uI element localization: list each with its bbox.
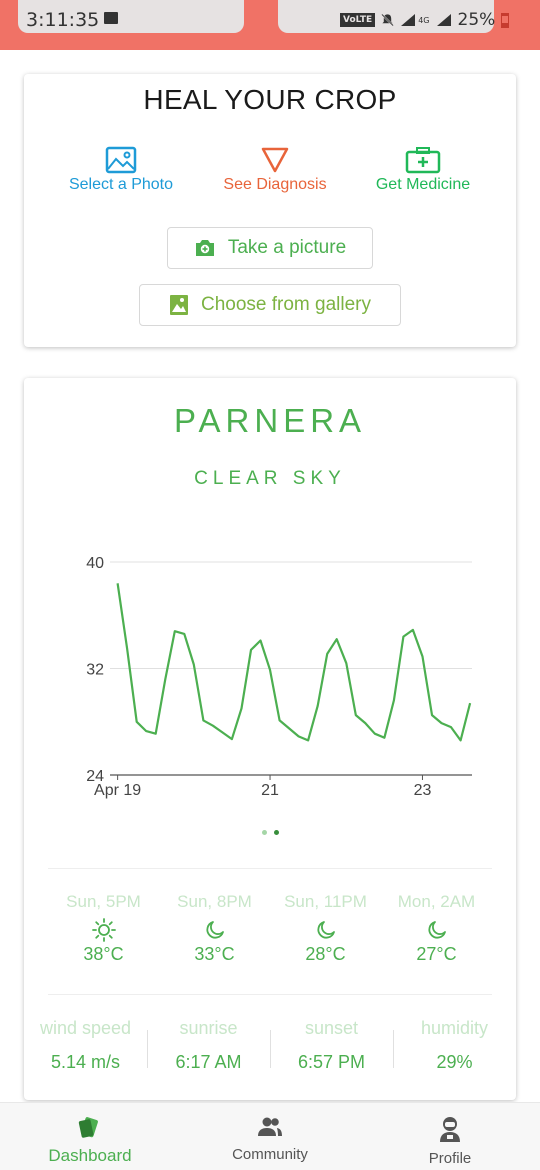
stat-humidity: humidity 29% — [393, 1018, 516, 1073]
nav-label: Community — [232, 1146, 308, 1163]
moon-icon — [316, 921, 335, 939]
community-icon — [258, 1117, 282, 1136]
status-indicators: VoLTE 4G 25% — [340, 10, 510, 30]
forecast-time: Sun, 5PM — [66, 892, 141, 911]
stat-label: wind speed — [39, 1018, 132, 1038]
temperature-series-line — [116, 583, 472, 742]
signal-icon — [401, 14, 416, 26]
forecast-temp: 28°C — [305, 944, 346, 964]
bottom-navigation: Dashboard Community Profile — [0, 1102, 540, 1170]
forecast-time: Mon, 2AM — [397, 892, 476, 911]
step-see-diagnosis: See Diagnosis — [200, 146, 350, 194]
gallery-notification-icon — [104, 12, 118, 24]
nav-profile[interactable]: Profile — [360, 1103, 540, 1170]
triangle-down-icon — [261, 147, 289, 173]
divider — [48, 994, 492, 995]
forecast-temp: 33°C — [194, 944, 235, 964]
chart-pager[interactable] — [24, 830, 516, 835]
medicine-kit-icon — [405, 147, 441, 174]
y-tick-label: 24 — [86, 768, 104, 785]
battery-icon — [501, 12, 510, 28]
moon-icon — [205, 921, 224, 939]
stat-wind-speed: wind speed 5.14 m/s — [24, 1018, 147, 1073]
divider — [48, 868, 492, 869]
signal-type: 4G — [418, 15, 430, 25]
weather-place: PARNERA — [173, 402, 367, 439]
stat-value: 6:17 AM — [175, 1052, 242, 1072]
x-tick-label: Apr 19 — [94, 782, 141, 799]
gallery-icon — [169, 295, 188, 315]
stat-value: 6:57 PM — [297, 1052, 366, 1072]
stat-value: 5.14 m/s — [50, 1052, 121, 1072]
forecast-time: Sun, 8PM — [177, 892, 252, 911]
nav-dashboard[interactable]: Dashboard — [0, 1103, 180, 1170]
heal-title: HEAL YOUR CROP — [143, 84, 397, 115]
moon-icon — [427, 921, 446, 939]
profile-icon — [440, 1117, 460, 1142]
take-picture-button[interactable]: Take a picture — [167, 227, 373, 269]
step-get-medicine: Get Medicine — [348, 146, 498, 194]
stat-label: sunrise — [179, 1018, 238, 1038]
pager-dot-active[interactable] — [273, 830, 279, 835]
x-tick-label: 23 — [414, 782, 432, 799]
stat-label: humidity — [420, 1018, 489, 1038]
image-icon — [105, 146, 137, 174]
forecast-item: Sun, 11PM 28°C — [270, 892, 381, 965]
weather-condition: CLEAR SKY — [194, 468, 346, 489]
x-tick-label: 21 — [261, 782, 279, 799]
forecast-row: Sun, 5PM 38°C Sun, 8PM — [48, 892, 492, 965]
sun-icon — [91, 918, 116, 942]
y-tick-label: 40 — [86, 555, 104, 572]
nav-label: Dashboard — [48, 1146, 132, 1165]
choose-gallery-label: Choose from gallery — [200, 294, 372, 315]
dashboard-icon — [78, 1117, 98, 1138]
forecast-temp: 27°C — [416, 944, 457, 964]
temperature-chart: 24 32 40 Apr 19 21 23 — [86, 555, 472, 799]
take-picture-label: Take a picture — [227, 237, 347, 258]
pager-dot[interactable] — [261, 830, 267, 835]
weather-stats: wind speed 5.14 m/s sunrise 6:17 AM suns… — [24, 1018, 516, 1073]
stat-value: 29% — [436, 1052, 473, 1072]
weather-card: PARNERA CLEAR SKY 24 32 40 Apr 19 21 23 Sun, … — [24, 378, 516, 1100]
nav-label: Profile — [428, 1150, 472, 1167]
forecast-item: Mon, 2AM 27°C — [381, 892, 492, 965]
camera-icon — [195, 240, 214, 256]
volte-badge: VoLTE — [340, 13, 376, 27]
choose-gallery-button[interactable]: Choose from gallery — [139, 284, 401, 326]
signal-4g-icon — [436, 14, 451, 26]
status-time: 3:11:35 — [26, 9, 100, 31]
stat-label: sunset — [304, 1018, 359, 1038]
forecast-time: Sun, 11PM — [284, 892, 367, 911]
forecast-item: Sun, 5PM 38°C — [48, 892, 159, 965]
step-label: Get Medicine — [375, 176, 471, 193]
status-bar: 3:11:35 VoLTE 4G 25% — [0, 0, 540, 50]
forecast-item: Sun, 8PM 33°C — [159, 892, 270, 965]
step-select-photo: Select a Photo — [46, 146, 196, 194]
heal-crop-card: HEAL YOUR CROP Select a Photo See Diagno… — [24, 74, 516, 347]
step-label: See Diagnosis — [223, 176, 327, 193]
step-label: Select a Photo — [68, 176, 174, 193]
stat-sunrise: sunrise 6:17 AM — [147, 1018, 270, 1073]
status-pill-left — [18, 0, 244, 33]
bell-muted-icon — [381, 13, 394, 27]
stat-sunset: sunset 6:57 PM — [270, 1018, 393, 1073]
battery-percent: 25% — [457, 10, 496, 30]
y-tick-label: 32 — [86, 662, 104, 679]
nav-community[interactable]: Community — [180, 1103, 360, 1170]
forecast-temp: 38°C — [83, 944, 124, 964]
